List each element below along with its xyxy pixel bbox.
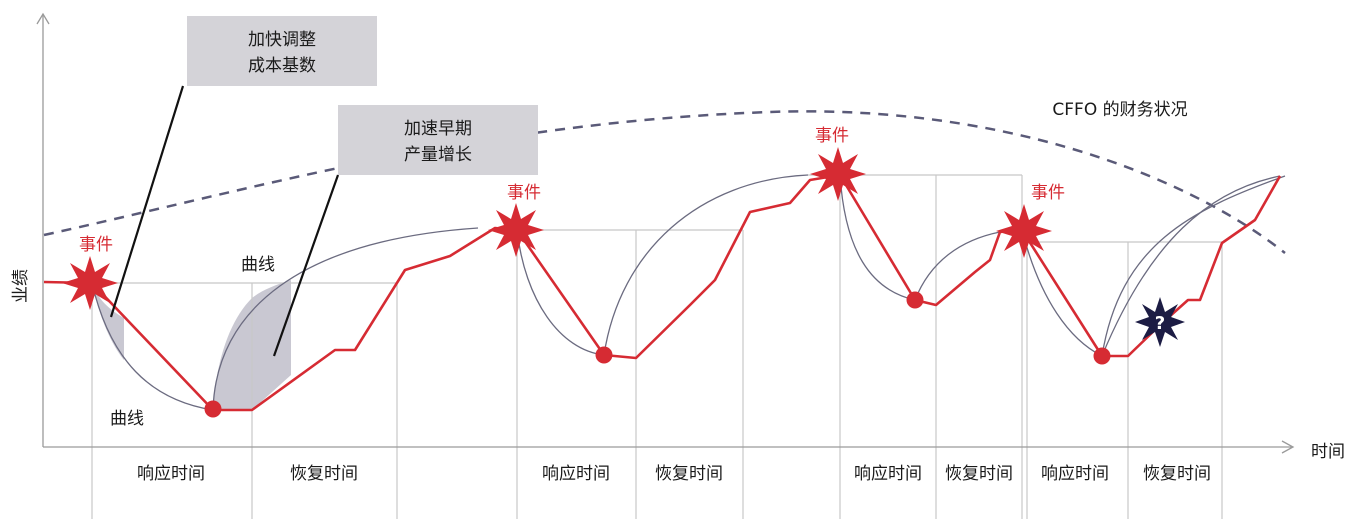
phase-label-recovery-2: 恢复时间 — [655, 464, 723, 484]
phase-label-recovery-1: 恢复时间 — [290, 464, 358, 484]
event-label-4: 事件 — [1031, 183, 1065, 203]
event-star-3-icon — [810, 147, 866, 201]
phase-label-response-1: 响应时间 — [137, 464, 205, 484]
curve-label-upper: 曲线 — [241, 255, 275, 275]
trough-dot-4 — [1093, 347, 1111, 365]
callout-1: 加快调整 成本基数 — [109, 16, 377, 318]
callout-2-pointer — [272, 174, 340, 357]
unknown-event: ? — [1135, 297, 1185, 347]
financial-curve-label: CFFO 的财务状况 — [1052, 100, 1187, 120]
curve-label-lower: 曲线 — [110, 409, 144, 429]
trough-dot-1 — [204, 400, 222, 418]
y-axis-label: 业绩 — [11, 269, 31, 303]
event-label-1: 事件 — [79, 235, 113, 255]
x-axis-arrow — [1281, 440, 1295, 454]
callout-1-line2: 成本基数 — [248, 56, 316, 76]
curve-lines — [91, 174, 1286, 411]
event-star-1-icon — [62, 256, 118, 310]
callout-2-line1: 加速早期 — [404, 119, 472, 139]
event-label-3: 事件 — [815, 126, 849, 146]
event-star-2-icon — [488, 203, 544, 257]
event-star-4-icon — [996, 204, 1052, 258]
phase-label-response-2: 响应时间 — [542, 464, 610, 484]
callout-1-box — [187, 16, 377, 86]
event-label-2: 事件 — [507, 183, 541, 203]
callout-1-line1: 加快调整 — [248, 30, 316, 50]
axes — [36, 12, 1295, 454]
phase-label-recovery-3: 恢复时间 — [945, 464, 1013, 484]
trough-dot-2 — [595, 346, 613, 364]
shaded-area-recovery-1 — [213, 298, 252, 410]
financial-curve — [43, 110, 1286, 254]
phase-label-recovery-4: 恢复时间 — [1143, 464, 1211, 484]
trough-markers — [204, 291, 1111, 418]
phase-label-response-4: 响应时间 — [1041, 464, 1109, 484]
callout-1-pointer — [109, 85, 185, 318]
shaded-area-recovery-1b — [252, 280, 291, 410]
x-axis-label: 时间 — [1311, 442, 1345, 462]
event-stars — [62, 147, 1052, 310]
y-axis-arrow — [36, 12, 50, 25]
callout-2-line2: 产量增长 — [404, 145, 472, 165]
callout-2: 加速早期 产量增长 — [272, 105, 538, 357]
phase-labels: 响应时间 恢复时间 响应时间 恢复时间 响应时间 恢复时间 响应时间 恢复时间 — [137, 464, 1211, 484]
unknown-star-icon — [1135, 297, 1185, 347]
phase-label-response-3: 响应时间 — [854, 464, 922, 484]
callout-2-box — [338, 105, 538, 175]
unknown-marker-label: ? — [1155, 313, 1165, 334]
trough-dot-3 — [906, 291, 924, 309]
shaded-area-response-1 — [92, 283, 124, 360]
